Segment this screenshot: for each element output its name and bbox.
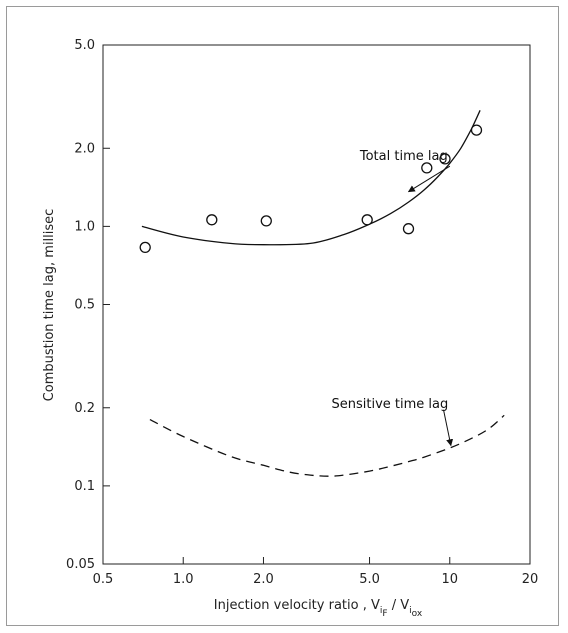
y-tick-label: 2.0: [74, 141, 95, 156]
curves: [141, 110, 505, 477]
y-tick-label: 0.05: [66, 557, 95, 572]
x-axis-title-sub1: i: [380, 606, 383, 616]
data-point: [470, 124, 483, 136]
data-point: [260, 215, 272, 227]
data-points: [139, 124, 483, 254]
data-point: [139, 241, 151, 254]
annotations: Total time lag Sensitive time lag: [332, 149, 454, 447]
figure-frame: [6, 6, 559, 626]
y-axis-title: Combustion time lag, millisec: [42, 209, 57, 402]
data-point: [361, 214, 373, 226]
y-tick-label: 0.1: [74, 479, 95, 494]
y-tick-label: 5.0: [74, 38, 95, 53]
x-tick-label: 10: [441, 572, 458, 587]
data-point: [402, 223, 415, 235]
data-point: [206, 214, 218, 226]
x-tick-label: 20: [522, 572, 539, 587]
y-axis-ticks: 0.05 0.1 0.2 0.5 1.0 2.0 5.0: [66, 38, 110, 572]
sensitive-time-lag-curve: [149, 414, 505, 477]
x-tick-label: 1.0: [173, 572, 194, 587]
y-tick-label: 0.2: [74, 401, 95, 416]
x-axis-ticks: 0.5 1.0 2.0 5.0 10 20: [93, 557, 539, 587]
annotation-label: Sensitive time lag: [332, 397, 449, 412]
x-axis-title-subsub1: F: [382, 609, 387, 619]
data-point: [421, 162, 433, 174]
x-tick-label: 5.0: [359, 572, 380, 587]
y-tick-label: 1.0: [74, 219, 95, 234]
annotation-arrow: [407, 165, 451, 193]
annotation-label: Total time lag: [359, 149, 448, 164]
x-axis-title-main: Injection velocity ratio , V: [214, 598, 380, 613]
y-tick-label: 0.5: [74, 298, 95, 313]
x-axis-title: Injection velocity ratio , ViF / Viox: [214, 598, 423, 619]
x-axis-title-sub2: i: [409, 606, 412, 616]
plot-area: [102, 44, 531, 565]
data-point: [439, 153, 451, 165]
x-tick-label: 2.0: [253, 572, 274, 587]
x-axis-title-subsub2: ox: [412, 609, 423, 619]
x-axis-title-mid: / V: [388, 598, 410, 613]
total-time-lag-curve: [141, 110, 481, 246]
x-tick-label: 0.5: [93, 572, 114, 587]
annotation-arrow: [443, 409, 454, 447]
